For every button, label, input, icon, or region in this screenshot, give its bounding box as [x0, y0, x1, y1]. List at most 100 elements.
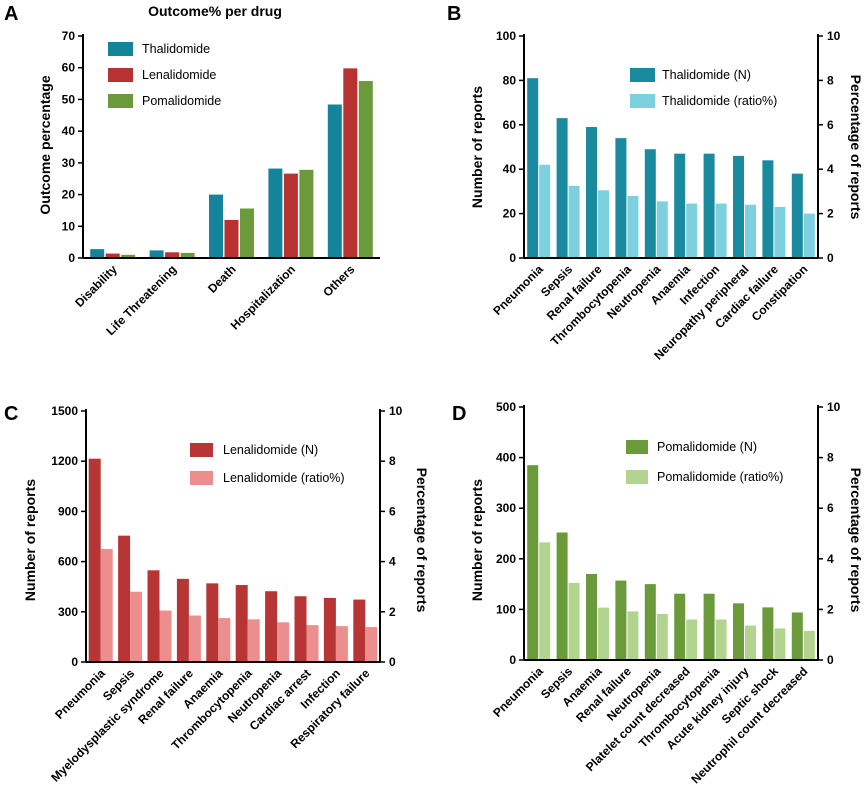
y-tick-label-a: 30	[62, 156, 76, 170]
y-axis-title-d: Number of reports	[469, 479, 485, 601]
legend-swatch-thalidomide-ratio	[630, 94, 655, 108]
bar-pomalidomide-ratio-renal-failure	[627, 611, 639, 660]
y-tick-label-c: 1500	[51, 404, 78, 418]
y-tick-label-c: 0	[71, 655, 78, 669]
legend-swatch-pomalidomide	[108, 94, 133, 108]
bar-thalidomide-ratio-pneumonia	[539, 164, 551, 258]
bar-pomalidomide-others	[358, 81, 373, 258]
y-tick-label-a: 70	[62, 29, 76, 43]
panel-letter-b: B	[447, 3, 461, 25]
legend-d: Pomalidomide (N) Pomalidomide (ratio%)	[626, 440, 783, 484]
bar-lenalidomide-hospitalization	[283, 173, 298, 258]
bar-pomalidomide-ratio-pneumonia	[539, 542, 551, 660]
bar-thalidomide-disability	[90, 249, 105, 258]
y-tick-label-c: 1200	[51, 454, 78, 468]
y-tick-label-d: 500	[496, 400, 516, 414]
legend-label-pomalidomide-n: Pomalidomide (N)	[657, 440, 757, 454]
category-label-a-disability: Disability	[72, 262, 120, 310]
bar-pomalidomide-hospitalization	[299, 169, 314, 258]
y-tick-label-b: 100	[496, 29, 516, 43]
legend-swatch-pomalidomide-n	[626, 440, 648, 454]
legend-swatch-pomalidomide-ratio	[626, 470, 648, 484]
bar-lenalidomide-disability	[105, 253, 120, 258]
bar-lenalidomide-ratio-thrombocytopenia	[247, 619, 260, 662]
bar-thalidomide-hospitalization	[268, 168, 283, 258]
bar-lenalidomide-n-thrombocytopenia	[235, 585, 248, 662]
bar-thalidomide-n-cardiac-failure	[762, 160, 774, 258]
y2-axis-title-b: Percentage of reports	[848, 75, 864, 220]
legend-b: Thalidomide (N) Thalidomide (ratio%)	[630, 68, 777, 108]
y2-tick-labels-c: 0 2 4 6 8 10	[389, 404, 403, 669]
panel-letter-d: D	[452, 403, 466, 425]
bar-thalidomide-ratio-constipation	[803, 213, 815, 258]
bar-pomalidomide-disability	[121, 254, 136, 258]
bar-lenalidomide-ratio-cardiac-arrest	[306, 625, 319, 662]
bar-thalidomide-n-anaemia	[674, 153, 686, 258]
axes-b	[519, 34, 823, 259]
bar-thalidomide-n-thrombocytopenia	[615, 138, 627, 258]
bar-lenalidomide-n-sepsis	[118, 535, 131, 662]
y2-tick-label-c: 6	[389, 504, 396, 518]
y-tick-label-d: 200	[496, 552, 516, 566]
bar-pomalidomide-ratio-anaemia	[598, 607, 609, 660]
legend-swatch-lenalidomide-ratio	[190, 471, 213, 485]
bar-thalidomide-n-renal-failure	[586, 127, 597, 259]
bar-pomalidomide-ratio-acute-kidney-injury	[745, 625, 756, 660]
y-tick-label-d: 400	[496, 451, 516, 465]
panel-letter-a: A	[4, 3, 18, 25]
legend-swatch-thalidomide	[108, 42, 133, 56]
y2-tick-label-b: 2	[827, 207, 834, 221]
y-tick-label-b: 60	[503, 118, 517, 132]
bar-pomalidomide-death	[240, 208, 254, 258]
category-label-a-others: Others	[320, 262, 357, 299]
bar-lenalidomide-life-threatening	[165, 252, 180, 258]
bar-thalidomide-ratio-infection	[715, 203, 727, 258]
bar-lenalidomide-ratio-pneumonia	[100, 549, 113, 662]
y-tick-label-a: 20	[62, 188, 76, 202]
y2-axis-title-c: Percentage of reports	[414, 468, 430, 613]
y-axis-title-a: Outcome percentage	[37, 75, 53, 214]
y-tick-labels-b: 0 20 40 60 80 100	[496, 29, 516, 265]
panel-a: A Outcome% per drug Outcome percentage 0…	[4, 3, 380, 338]
y-tick-label-a: 50	[62, 92, 76, 106]
legend-label-pomalidomide: Pomalidomide	[142, 94, 221, 108]
y2-tick-label-b: 4	[827, 162, 834, 176]
y-tick-label-c: 600	[58, 555, 78, 569]
y2-tick-label-c: 2	[389, 605, 396, 619]
legend-label-thalidomide-n: Thalidomide (N)	[662, 68, 751, 82]
axes-c	[81, 409, 385, 663]
bar-thalidomide-n-constipation	[791, 173, 803, 258]
legend-label-thalidomide-ratio: Thalidomide (ratio%)	[662, 94, 777, 108]
bar-pomalidomide-ratio-septic-shock	[774, 628, 786, 660]
y2-tick-labels-b: 0 2 4 6 8 10	[827, 29, 841, 265]
bar-thalidomide-n-neutropenia	[644, 149, 656, 258]
y-tick-labels-d: 0 100 200 300 400 500	[496, 400, 516, 667]
y2-tick-labels-d: 0 2 4 6 8 10	[827, 400, 841, 667]
category-label-a-hospitalization: Hospitalization	[228, 262, 298, 332]
panel-letter-c: C	[4, 403, 18, 425]
category-label-a-death: Death	[205, 262, 238, 295]
bar-lenalidomide-ratio-sepsis	[130, 591, 143, 662]
y2-tick-label-b: 8	[827, 73, 834, 87]
y2-axis-title-d: Percentage of reports	[848, 468, 864, 613]
y-tick-label-a: 0	[68, 251, 75, 265]
bar-thalidomide-n-sepsis	[556, 118, 568, 258]
bar-lenalidomide-n-infection	[323, 597, 336, 662]
panel-d: D Number of reports Percentage of report…	[452, 400, 864, 786]
bar-lenalidomide-n-pneumonia	[88, 458, 101, 662]
bar-lenalidomide-n-cardiac-arrest	[294, 596, 307, 662]
bar-lenalidomide-others	[343, 68, 358, 258]
bar-thalidomide-others	[327, 104, 342, 258]
bar-lenalidomide-ratio-infection	[335, 626, 348, 662]
bar-pomalidomide-n-neutrophil-count-decreased	[791, 612, 803, 660]
legend-swatch-thalidomide-n	[630, 68, 655, 82]
bar-pomalidomide-n-pneumonia	[527, 465, 539, 660]
y-tick-label-a: 60	[62, 61, 76, 75]
axes-a	[78, 34, 380, 259]
bar-pomalidomide-n-renal-failure	[615, 580, 627, 660]
y2-tick-label-b: 0	[827, 251, 834, 265]
bar-pomalidomide-n-neutropenia	[644, 584, 656, 660]
y2-tick-label-b: 10	[827, 29, 841, 43]
